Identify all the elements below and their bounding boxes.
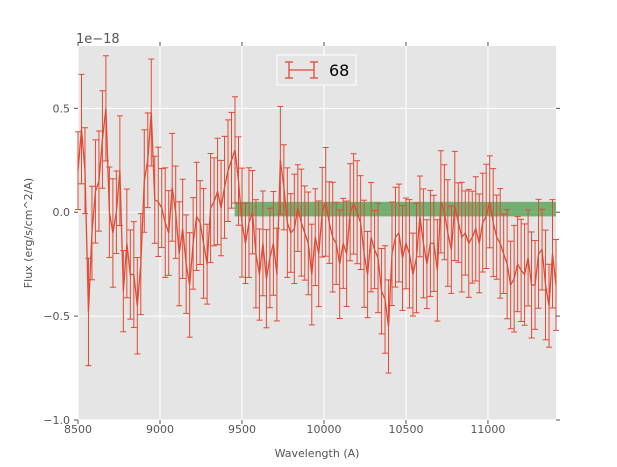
x-tick-label: 9000 bbox=[146, 423, 174, 436]
x-tick-label: 11000 bbox=[470, 423, 505, 436]
x-tick-label: 10500 bbox=[388, 423, 423, 436]
ticks: 8500 9000 9500 10000 10500 11000 −1.0 −0.5 0.0 0.… bbox=[43, 42, 560, 436]
x-tick-label: 8500 bbox=[64, 423, 92, 436]
x-tick-label: 10000 bbox=[306, 423, 341, 436]
series-line bbox=[77, 108, 557, 327]
legend-errorbar-icon bbox=[285, 61, 318, 79]
y-tick-label: 0.0 bbox=[53, 206, 71, 219]
y-tick-label: −1.0 bbox=[43, 414, 70, 427]
legend: 68 bbox=[276, 54, 357, 86]
plot-background bbox=[78, 46, 556, 420]
x-axis-label: Wavelength (A) bbox=[275, 447, 360, 460]
offset-text: 1e−18 bbox=[76, 32, 120, 47]
y-tick-label: 0.5 bbox=[53, 102, 71, 115]
series-68 bbox=[75, 55, 559, 374]
x-tick-label: 9500 bbox=[228, 423, 256, 436]
legend-label: 68 bbox=[329, 61, 349, 80]
y-axis-label: Flux (erg/s/cm^2/A) bbox=[22, 178, 35, 288]
y-tick-label: −0.5 bbox=[43, 310, 70, 323]
